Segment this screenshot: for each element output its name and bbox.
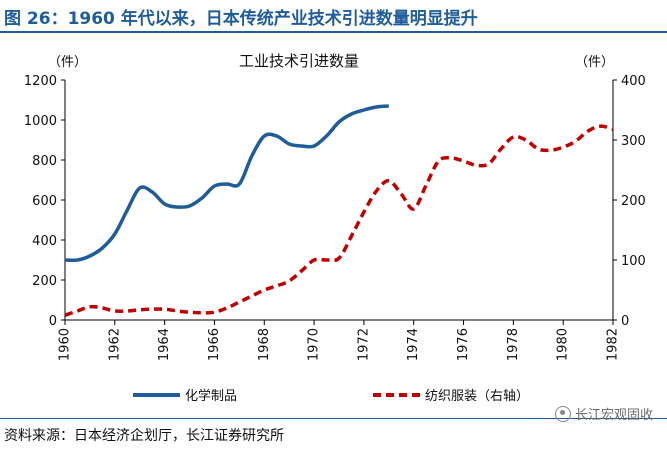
right-tick-label: 400 [621, 74, 646, 89]
x-tick-label: 1976 [456, 328, 471, 361]
right-axis-unit: （件） [575, 55, 614, 70]
right-tick-label: 200 [621, 194, 646, 209]
wechat-icon [554, 405, 571, 422]
watermark: 长江宏观固收 [554, 404, 653, 423]
x-tick-label: 1974 [406, 328, 421, 361]
source-note: 资料来源：日本经济企划厅，长江证券研究所 [4, 428, 284, 444]
x-tick-label: 1972 [356, 328, 371, 361]
watermark-text: 长江宏观固收 [574, 408, 653, 423]
x-tick-label: 1970 [307, 328, 322, 361]
x-tick-label: 1982 [606, 328, 621, 361]
series-line-textiles [64, 124, 614, 317]
left-tick-label: 400 [32, 234, 57, 249]
x-tick-label: 1962 [107, 328, 122, 361]
x-tick-label: 1978 [506, 328, 521, 361]
title-divider [0, 31, 667, 33]
chart-legend: 化学制品 纺织服装（右轴） [133, 388, 529, 404]
legend-label-chemicals: 化学制品 [185, 388, 237, 404]
chart-axes: 0 200 400 600 800 1000 1200 0 100 200 300 400 1960 19… [24, 74, 646, 361]
chart-series [64, 104, 614, 317]
right-tick-label: 300 [621, 134, 646, 149]
left-tick-label: 1200 [24, 74, 57, 89]
right-tick-label: 0 [621, 314, 629, 329]
x-tick-label: 1966 [207, 328, 222, 361]
right-tick-label: 100 [621, 254, 646, 269]
figure-title: 图 26：1960 年代以来，日本传统产业技术引进数量明显提升 [4, 9, 478, 29]
left-tick-label: 800 [32, 154, 57, 169]
legend-label-textiles: 纺织服装（右轴） [425, 389, 529, 404]
x-tick-label: 1980 [556, 328, 571, 361]
series-line-chemicals [64, 104, 389, 263]
left-tick-label: 1000 [24, 114, 57, 129]
x-tick-label: 1960 [58, 328, 73, 361]
left-axis-unit: （件） [48, 55, 87, 70]
chart-title: 工业技术引进数量 [239, 52, 359, 70]
x-tick-label: 1968 [257, 328, 272, 361]
footer-divider [0, 418, 667, 419]
left-tick-label: 200 [32, 274, 57, 289]
x-tick-label: 1964 [157, 328, 172, 361]
left-tick-label: 0 [49, 314, 57, 329]
left-tick-label: 600 [32, 194, 57, 209]
